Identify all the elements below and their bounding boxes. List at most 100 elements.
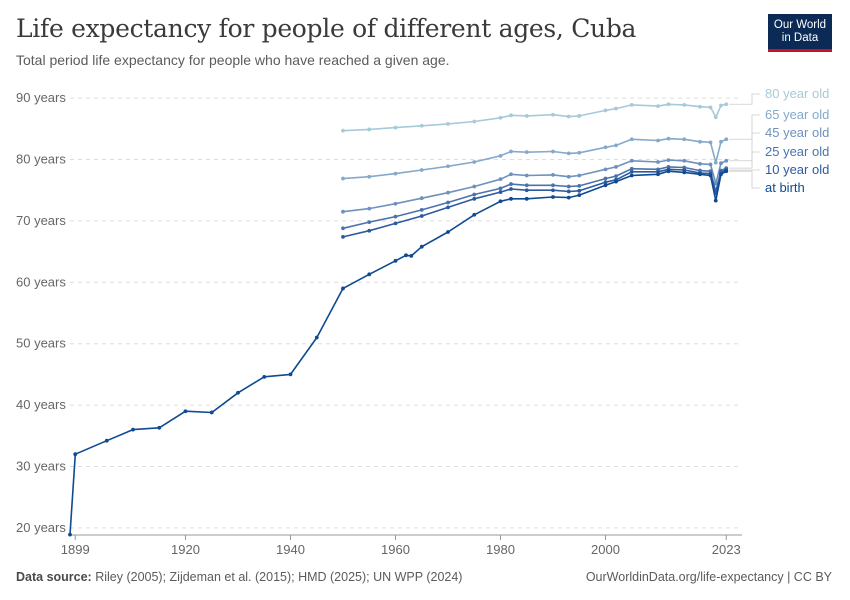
data-point [719,103,723,108]
data-point [472,184,477,189]
data-point [509,196,513,201]
data-source-text: Riley (2005); Zijdeman et al. (2015); HM… [91,570,463,584]
data-point [509,187,513,191]
data-point [446,164,450,169]
data-point [104,438,109,443]
data-point [73,452,78,457]
chart-title: Life expectancy for people of different … [16,14,637,43]
data-point [698,139,702,144]
data-point [603,108,608,113]
x-tick-label: 2000 [591,542,620,557]
x-tick-label: 2023 [712,542,741,557]
data-point [367,174,372,179]
data-point [724,169,729,174]
data-point [708,173,713,178]
data-point [656,104,660,109]
data-point [446,190,450,195]
data-point [666,169,671,174]
data-point [698,161,702,166]
data-point [566,184,571,189]
y-tick-label: 70 years [16,213,66,228]
data-point [629,173,634,178]
data-point [509,182,513,186]
data-point [498,186,503,191]
data-point [603,145,608,150]
data-point [719,172,723,177]
data-point [367,220,372,225]
data-point [629,102,634,107]
data-point [524,114,529,118]
data-point [656,138,660,143]
y-tick-label: 40 years [16,397,66,412]
x-tick-label: 1920 [171,542,200,557]
data-point [498,153,503,158]
data-point [367,272,372,277]
data-point [446,200,450,205]
data-point [656,160,660,164]
series-label: 45 year old [765,125,829,140]
data-point [472,192,477,197]
data-point [524,183,529,188]
data-point [698,172,702,177]
data-point [614,164,618,169]
data-point [551,183,555,188]
data-point [708,162,713,167]
logo-line-1: Our World [773,19,827,31]
data-point [409,254,414,258]
chart-subtitle: Total period life expectancy for people … [16,52,450,68]
data-point [498,177,503,182]
data-point [629,169,634,174]
data-point [472,212,477,217]
data-point [603,183,608,188]
label-connector [729,132,760,162]
series-label: 80 year old [765,86,829,101]
data-point [713,198,718,203]
data-point [472,119,477,124]
data-point [367,228,372,233]
data-point [288,372,293,377]
series-label: at birth [765,180,805,195]
series-line [69,170,727,535]
data-point [419,123,424,128]
data-point [524,150,529,155]
x-tick-label: 1899 [61,542,90,557]
data-point [666,158,671,163]
data-point [708,105,713,110]
data-point [614,106,618,111]
data-point [509,113,513,118]
data-point [393,125,398,130]
y-tick-label: 80 years [16,152,66,167]
data-point [498,190,503,194]
data-point [566,189,571,194]
data-point [183,409,188,414]
owid-logo[interactable]: Our World in Data [768,14,832,52]
label-connector [729,151,760,169]
data-point [577,193,582,198]
data-point [614,143,618,148]
data-point [708,140,713,145]
data-point [367,206,372,211]
data-point [719,161,723,166]
x-tick-label: 1960 [381,542,410,557]
data-point [393,201,398,206]
series-label: 65 year old [765,107,829,122]
logo-line-2: in Data [781,32,819,44]
y-tick-label: 60 years [16,274,66,289]
data-point [262,374,267,379]
data-point [446,205,450,210]
data-point [682,137,687,142]
source-link[interactable]: OurWorldinData.org/life-expectancy | CC … [585,570,832,584]
series-label: 10 year old [765,162,829,177]
data-point [566,114,571,119]
data-point [603,176,608,181]
data-point [713,160,718,165]
data-point [566,151,571,156]
data-point [367,127,372,132]
data-point [419,196,424,201]
data-point [629,158,634,163]
data-point [666,102,671,107]
data-point [666,136,671,141]
y-tick-label: 20 years [16,520,66,535]
data-point [524,196,529,201]
